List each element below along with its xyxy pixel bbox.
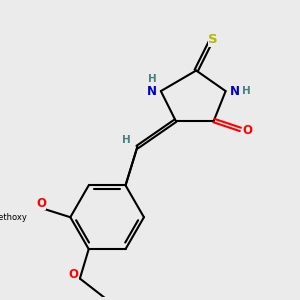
Text: N: N — [230, 85, 239, 98]
Text: N: N — [147, 85, 157, 98]
Text: H: H — [148, 74, 156, 84]
Text: O: O — [36, 196, 46, 210]
Text: methoxy: methoxy — [0, 213, 27, 222]
Text: H: H — [122, 135, 130, 145]
Text: O: O — [243, 124, 253, 137]
Text: H: H — [242, 86, 251, 96]
Text: O: O — [68, 268, 78, 281]
Text: S: S — [208, 33, 218, 46]
